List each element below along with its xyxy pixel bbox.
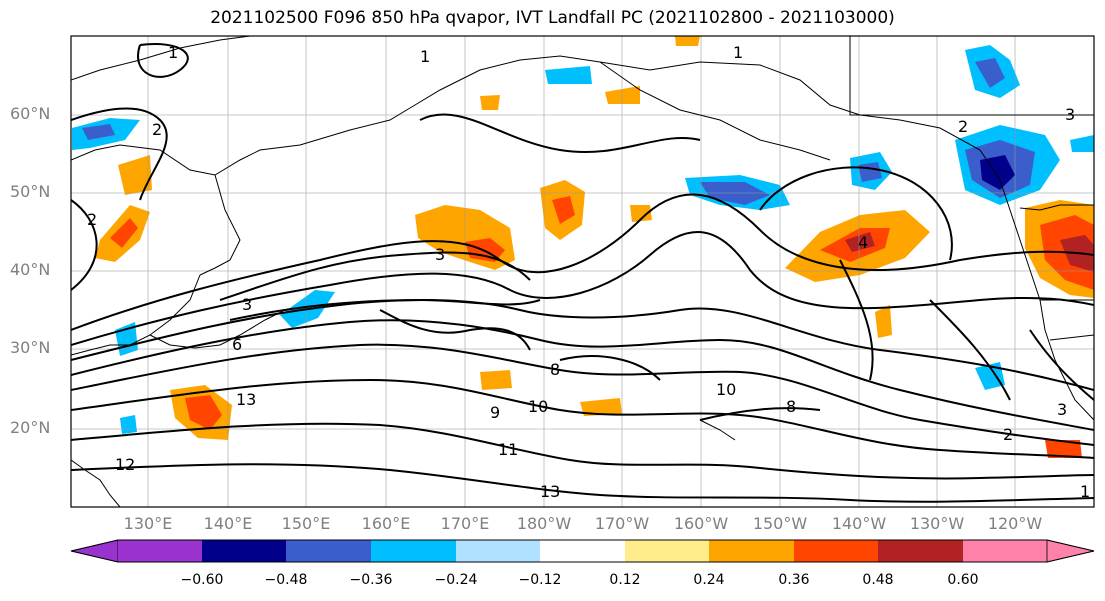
lon-label-120w: 120°W (987, 514, 1043, 533)
colorbar-segment (709, 540, 794, 562)
contour-label: 10 (528, 397, 548, 416)
colorbar-segment (794, 540, 878, 562)
contour-label: 10 (716, 380, 736, 399)
colorbar-segment (1046, 539, 1095, 563)
colorbar-tick-label: −0.60 (180, 572, 224, 588)
contour-label: 4 (858, 233, 868, 252)
contour-label: 2 (87, 210, 97, 229)
contour-label: 13 (540, 482, 560, 501)
lat-label-50n: 50°N (10, 182, 51, 201)
lat-label-60n: 60°N (10, 104, 51, 123)
colorbar (70, 539, 1095, 563)
lat-label-30n: 30°N (10, 338, 51, 357)
lon-label-160w: 160°W (673, 514, 729, 533)
colorbar-tick-label: 0.60 (947, 572, 979, 588)
colorbar-tick-label: −0.12 (518, 572, 562, 588)
contour-label: 3 (1065, 105, 1075, 124)
lon-label-130w: 130°W (909, 514, 965, 533)
lat-label-20n: 20°N (10, 418, 51, 437)
map-title: 2021102500 F096 850 hPa qvapor, IVT Land… (210, 8, 895, 28)
lon-label-150e: 150°E (281, 514, 331, 533)
contour-label: 11 (498, 440, 518, 459)
contour-label: 12 (115, 455, 135, 474)
colorbar-segment (878, 540, 963, 562)
contour-label: 9 (490, 403, 500, 422)
colorbar-tick-label: 0.48 (862, 572, 894, 588)
colorbar-tick-label: −0.48 (264, 572, 308, 588)
contour-label: 2 (152, 120, 162, 139)
contour-label: 3 (1057, 400, 1067, 419)
colorbar-segment (371, 540, 456, 562)
contour-label-layer: 1 1 1 2 2 2 3 3 3 8 9 10 10 11 12 13 13 … (87, 43, 1090, 501)
contour-label: 3 (242, 295, 252, 314)
colorbar-segment (456, 540, 540, 562)
lat-label-40n: 40°N (10, 260, 51, 279)
colorbar-outline (70, 539, 1095, 563)
colorbar-segment (286, 540, 371, 562)
map-frame (70, 35, 1095, 508)
colorbar-tick-label: −0.36 (349, 572, 393, 588)
contour-label: 2 (958, 117, 968, 136)
colorbar-tick-label: −0.24 (434, 572, 478, 588)
lon-label-130e: 130°E (123, 514, 173, 533)
colorbar-tick-label: 0.12 (609, 572, 641, 588)
colorbar-segment (70, 539, 119, 563)
colorbar-segment (118, 540, 202, 562)
contour-label: 13 (236, 390, 256, 409)
coastlines (71, 36, 1094, 507)
lon-label-140w: 140°W (831, 514, 887, 533)
lon-label-170e: 170°E (440, 514, 490, 533)
contour-label: 3 (435, 245, 445, 264)
lon-label-150w: 150°W (752, 514, 808, 533)
colorbar-segment (540, 540, 625, 562)
contour-label: 1 (733, 43, 743, 62)
lon-label-180w: 180°W (516, 514, 572, 533)
contour-label: 6 (232, 335, 242, 354)
lon-label-140e: 140°E (203, 514, 253, 533)
ivt-contours (71, 43, 1094, 503)
contour-label: 1 (1080, 482, 1090, 501)
colorbar-segment (202, 540, 286, 562)
colorbar-tick-label: 0.36 (778, 572, 810, 588)
contour-label: 8 (786, 397, 796, 416)
contour-label: 1 (420, 47, 430, 66)
lon-label-170w: 170°W (594, 514, 650, 533)
colorbar-segment (625, 540, 709, 562)
colorbar-tick-label: 0.24 (693, 572, 725, 588)
contour-label: 1 (168, 43, 178, 62)
contour-label: 2 (1003, 425, 1013, 444)
qvapor-shading-layer (72, 36, 1094, 458)
lon-label-160e: 160°E (361, 514, 411, 533)
contour-label: 8 (550, 360, 560, 379)
colorbar-segment (963, 540, 1047, 562)
